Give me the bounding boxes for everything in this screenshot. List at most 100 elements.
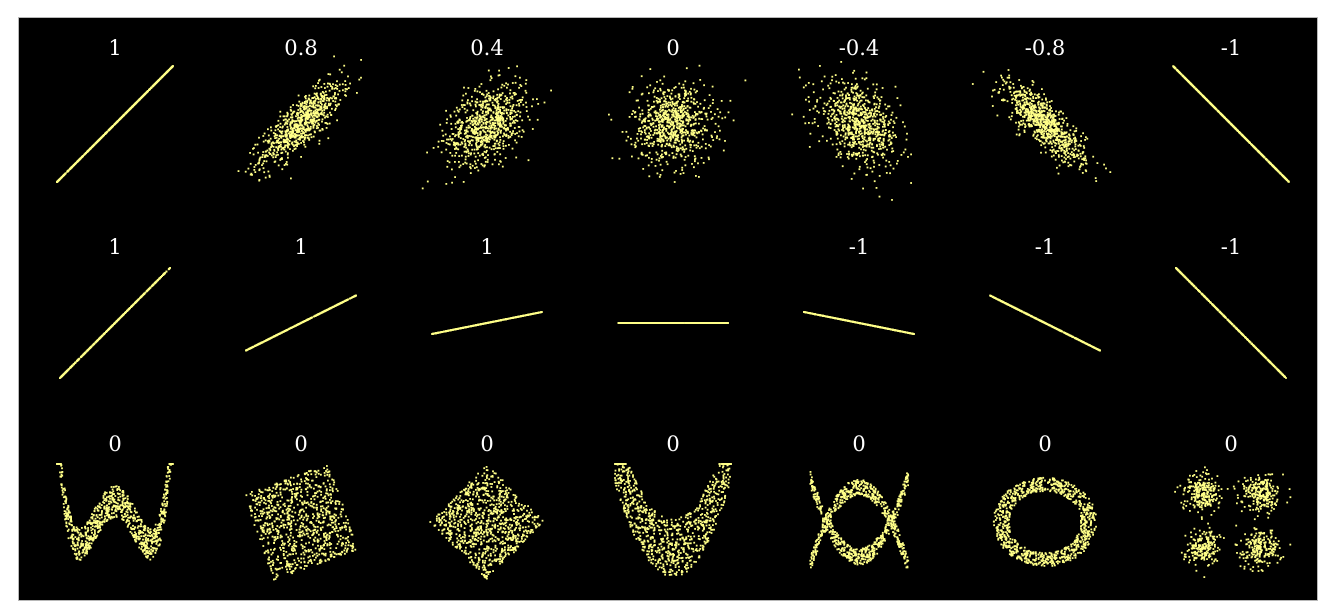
scatter-point <box>1012 97 1015 100</box>
scatter-point <box>682 101 685 104</box>
scatter-point <box>458 130 461 133</box>
scatter-point <box>1057 122 1059 125</box>
scatter-point <box>655 151 658 154</box>
scatter-point <box>454 176 456 178</box>
scatter-point <box>484 144 487 146</box>
scatter-point <box>136 101 138 103</box>
scatter-point <box>276 141 279 144</box>
scatter-point <box>858 97 861 99</box>
scatter-point <box>463 132 466 135</box>
scatter-point <box>302 128 305 131</box>
scatter-point <box>856 99 858 102</box>
scatter-point <box>306 117 309 120</box>
scatter-point <box>1043 127 1046 129</box>
scatter-point <box>464 139 466 141</box>
scatter-point <box>118 118 121 121</box>
scatter-point <box>67 169 70 172</box>
scatter-point <box>470 120 473 122</box>
scatter-point <box>1008 76 1011 79</box>
scatter-point <box>465 129 468 131</box>
scatter-point <box>1028 124 1030 127</box>
scatter-point <box>493 145 496 147</box>
scatter-point <box>677 136 679 139</box>
scatter-point <box>722 149 725 152</box>
scatter-point <box>292 104 294 106</box>
scatter-point <box>1022 122 1025 125</box>
scatter-point <box>491 123 494 126</box>
scatter-point <box>847 133 850 136</box>
scatter-point <box>458 133 460 135</box>
scatter-point <box>321 110 324 112</box>
scatter-point <box>879 102 881 105</box>
scatter-point <box>311 121 314 123</box>
scatter-point <box>462 181 465 183</box>
scatter-point <box>659 115 662 118</box>
scatter-point <box>300 156 302 158</box>
scatter-point <box>1042 109 1045 112</box>
scatter-point <box>846 129 849 131</box>
scatter-point <box>670 123 672 126</box>
scatter-point <box>296 141 299 144</box>
scatter-point <box>1025 101 1028 104</box>
scatter-point <box>847 130 850 132</box>
scatter-point <box>1048 120 1051 122</box>
scatter-point <box>700 145 703 148</box>
scatter-point <box>856 94 859 97</box>
scatter-point <box>677 93 680 96</box>
scatter-point <box>1055 127 1058 130</box>
scatter-point <box>499 153 502 156</box>
scatter-point <box>487 69 490 72</box>
scatter-point <box>641 143 643 146</box>
scatter-point <box>667 144 670 147</box>
scatter-point <box>488 120 491 123</box>
scatter-point <box>290 109 293 112</box>
scatter-point <box>491 126 494 129</box>
scatter-point <box>848 153 850 156</box>
scatter-point <box>465 92 467 95</box>
scatter-point <box>480 139 483 142</box>
scatter-point <box>503 100 506 103</box>
scatter-point <box>648 132 650 135</box>
scatter-point <box>848 141 851 144</box>
scatter-point <box>661 119 664 122</box>
scatter-point <box>291 112 294 114</box>
scatter-point <box>1017 128 1020 131</box>
scatter-point <box>1030 93 1033 95</box>
scatter-point <box>509 89 512 92</box>
scatter-point <box>1094 177 1097 179</box>
scatter-point <box>697 145 699 148</box>
scatter-point <box>864 126 867 129</box>
scatter-point <box>508 101 511 104</box>
scatter-point <box>497 117 499 119</box>
scatter-point <box>724 116 727 119</box>
scatter-point <box>888 105 891 108</box>
scatter-point <box>841 108 844 110</box>
scatter-point <box>274 156 277 158</box>
scatter-point <box>693 129 696 132</box>
scatter-point <box>1051 151 1054 153</box>
scatter-point <box>845 127 848 130</box>
scatter-point <box>313 119 316 122</box>
scatter-point <box>498 118 501 121</box>
scatter-point <box>1065 143 1068 145</box>
scatter-point <box>494 106 497 108</box>
scatter-point <box>667 113 669 116</box>
scatter-point <box>869 111 871 114</box>
scatter-point <box>1060 128 1063 131</box>
scatter-point <box>702 127 704 130</box>
scatter-point <box>292 130 295 132</box>
scatter-point <box>297 114 299 116</box>
scatter-point <box>277 147 279 150</box>
scatter-point <box>858 137 860 140</box>
scatter-point <box>493 153 496 156</box>
scatter-point <box>345 94 347 97</box>
scatter-point <box>528 118 531 121</box>
scatter-point <box>1064 139 1067 141</box>
scatter-point <box>467 87 470 89</box>
scatter-point <box>312 122 314 125</box>
scatter-point <box>269 137 272 140</box>
scatter-point <box>513 110 515 112</box>
scatter-point <box>674 141 677 144</box>
scatter-point <box>1042 134 1045 137</box>
scatter-point <box>321 118 324 121</box>
